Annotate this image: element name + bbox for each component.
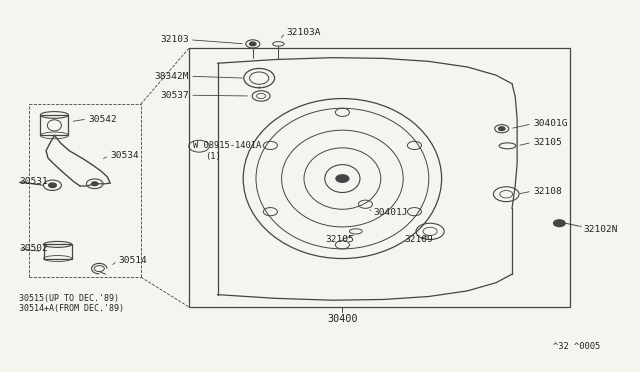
Text: 30514+A(FROM DEC.'89): 30514+A(FROM DEC.'89) <box>19 304 124 313</box>
Text: 32105: 32105 <box>326 235 354 244</box>
Text: 32103: 32103 <box>160 35 189 44</box>
Text: 30537: 30537 <box>160 91 189 100</box>
Text: 30515(UP TO DEC.'89): 30515(UP TO DEC.'89) <box>19 294 119 303</box>
Circle shape <box>92 182 98 186</box>
Circle shape <box>336 175 349 182</box>
Text: 30531: 30531 <box>19 177 48 186</box>
Text: 30502: 30502 <box>19 244 48 253</box>
Text: 38342M: 38342M <box>154 72 189 81</box>
Text: 30401J: 30401J <box>374 208 408 217</box>
Circle shape <box>554 220 565 227</box>
Text: 30514: 30514 <box>118 256 147 265</box>
Text: 32108: 32108 <box>533 187 562 196</box>
Text: 30401G: 30401G <box>533 119 568 128</box>
Text: 32109: 32109 <box>404 235 433 244</box>
Bar <box>189 48 570 307</box>
Text: W 08915-1401A: W 08915-1401A <box>193 141 262 150</box>
Bar <box>44 244 72 259</box>
Bar <box>40 115 68 135</box>
Text: 30400: 30400 <box>327 314 358 324</box>
Text: 32105: 32105 <box>533 138 562 147</box>
Text: 32103A: 32103A <box>287 28 321 37</box>
Circle shape <box>499 127 505 131</box>
Text: 30534: 30534 <box>110 151 139 160</box>
Text: ^32 ^0005: ^32 ^0005 <box>553 342 600 351</box>
Text: (1): (1) <box>205 152 221 161</box>
Text: 30542: 30542 <box>88 115 117 124</box>
Circle shape <box>250 42 256 46</box>
Text: 32102N: 32102N <box>584 225 618 234</box>
Circle shape <box>49 183 56 187</box>
